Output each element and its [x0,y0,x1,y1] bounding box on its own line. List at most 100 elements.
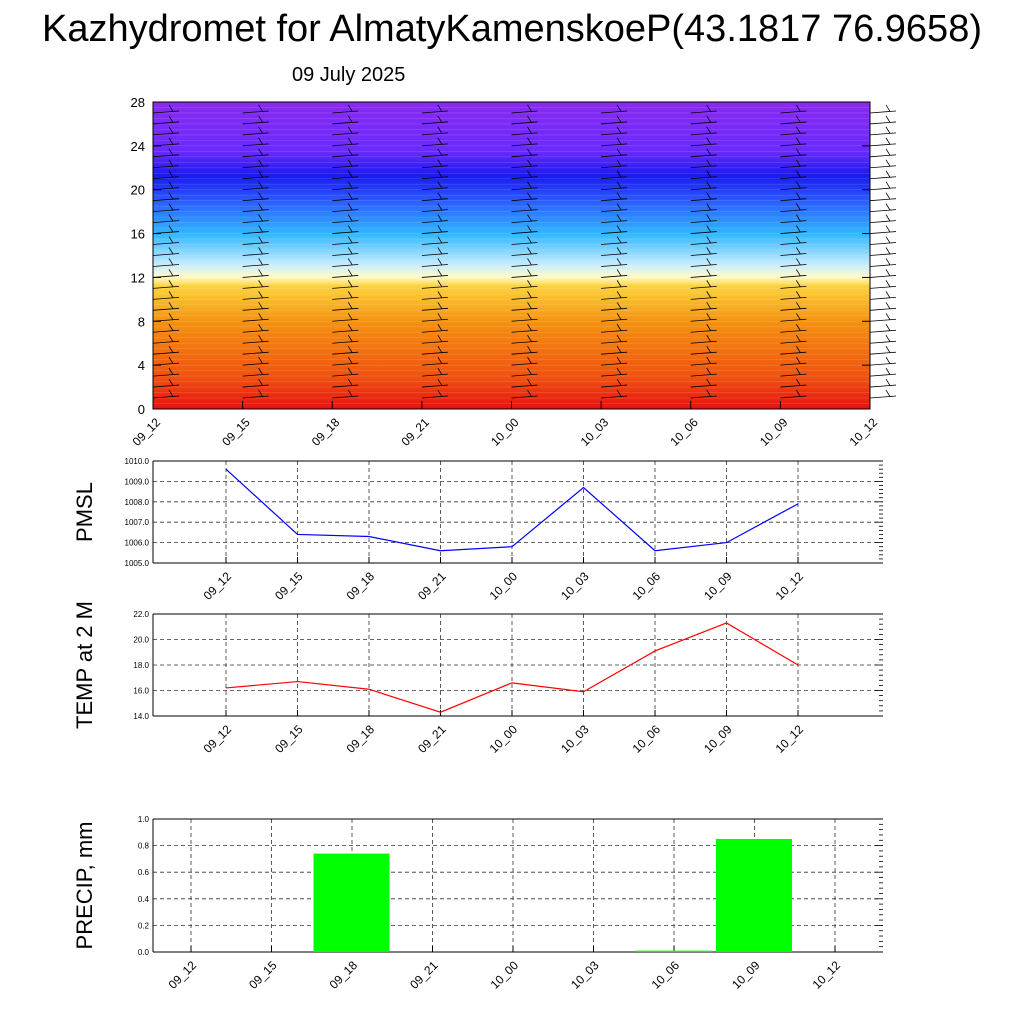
wind-barb [332,384,359,388]
wind-barb-flag [616,115,622,123]
wind-barb-flag [616,170,622,178]
wind-barb [690,340,717,344]
wind-barb [152,373,180,377]
wind-barb-flag [258,104,263,112]
wind-barb-flag [796,335,801,342]
wind-barb [780,264,807,267]
wind-barb-flag [527,159,532,167]
wind-barb-flag [885,356,891,364]
y-tick-label: 1.0 [138,815,150,824]
wind-barb [421,132,448,136]
wind-barb-flag [616,159,622,167]
wind-barb-flag [885,159,891,167]
y-tick-label: 16 [131,227,145,242]
wind-barb-flag [437,302,443,310]
wind-barb [690,362,717,366]
wind-barb [242,307,269,311]
wind-barb-flag [347,181,353,189]
wind-barb-flag [527,137,532,145]
wind-barb-flag [616,345,622,353]
wind-barb [421,296,448,300]
wind-barb-flag [706,247,712,255]
wind-barb [421,307,448,311]
wind-barb-flag [258,324,263,331]
wind-barb [780,110,807,114]
y-tick-label: 4 [138,358,145,373]
wind-barb-flag [168,324,174,331]
wind-barb [242,154,269,158]
wind-barb-flag [168,302,174,310]
wind-barb-flag [437,247,443,255]
wind-barb [690,351,717,355]
wind-barb [152,242,180,245]
wind-barb-flag [796,258,801,266]
wind-barb-flag [885,247,891,255]
wind-barb-flag [796,203,801,211]
wind-barb [780,329,807,333]
wind-barb-flag [437,356,443,364]
wind-barb-flag [527,302,532,310]
y-tick-label: 1008.0 [125,498,150,507]
wind-barb-flag [527,269,532,277]
y-tick-label: 22.0 [133,610,149,619]
wind-barb-flag [437,104,443,112]
wind-barb-flag [437,258,443,266]
x-tick-label: 10_03 [568,958,602,992]
wind-barb-flag [706,115,712,123]
wind-barb-flag [347,148,353,156]
wind-barb-flag [437,126,443,134]
wind-barb [869,329,897,333]
wind-barb-flag [796,225,801,233]
wind-barb-flag [616,148,622,156]
wind-barb-flag [347,192,353,200]
wind-barb [332,209,359,213]
wind-barb-flag [885,225,891,233]
wind-barb-flag [168,291,174,299]
wind-barb-flag [258,356,263,364]
wind-barb-flag [885,367,891,375]
wind-barb-flag [796,367,801,375]
y-tick-label: 12 [131,270,145,285]
wind-barb [511,285,538,289]
wind-barb [869,253,897,256]
wind-barb-flag [796,324,801,331]
wind-barb-flag [258,203,263,211]
wind-barb [332,318,359,322]
wind-barb [690,395,717,399]
wind-barb [511,231,538,234]
wind-barb [601,143,628,147]
wind-barb [511,395,538,399]
y-tick-label: 14.0 [133,712,149,721]
wind-barb-flag [796,345,801,353]
wind-barb-flag [437,280,443,288]
y-tick-label: 0.6 [138,868,150,877]
wind-barb-flag [885,115,891,123]
wind-barb [869,110,897,114]
x-tick-label: 09_21 [415,569,449,603]
wind-barb-flag [347,324,353,331]
wind-barb [690,275,717,278]
wind-barb [869,285,897,289]
x-tick-label: 09_15 [272,569,306,603]
wind-barb-flag [616,269,622,277]
wind-barb-flag [885,258,891,266]
wind-barb-flag [168,313,174,320]
y-tick-label: 8 [138,314,145,329]
wind-barb [780,253,807,256]
y-tick-label: 0.8 [138,842,150,851]
wind-barb [421,154,448,158]
wind-barb-flag [885,335,891,342]
wind-barb-flag [437,148,443,156]
wind-barb [869,384,897,388]
x-tick-label: 10_09 [757,415,791,449]
x-tick-label: 10_12 [810,958,844,992]
wind-barb-flag [796,269,801,277]
wind-barb [690,165,717,169]
x-tick-label: 09_15 [246,958,280,992]
wind-barb-flag [437,192,443,200]
wind-barb-flag [796,148,801,156]
wind-barb-flag [168,148,174,156]
wind-barb [421,264,448,267]
wind-barb-flag [258,258,263,266]
wind-barb [511,176,538,180]
